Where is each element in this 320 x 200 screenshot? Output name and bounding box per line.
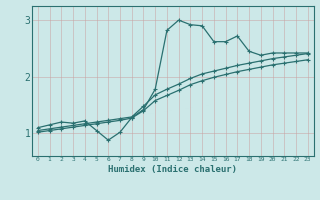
X-axis label: Humidex (Indice chaleur): Humidex (Indice chaleur) [108, 165, 237, 174]
